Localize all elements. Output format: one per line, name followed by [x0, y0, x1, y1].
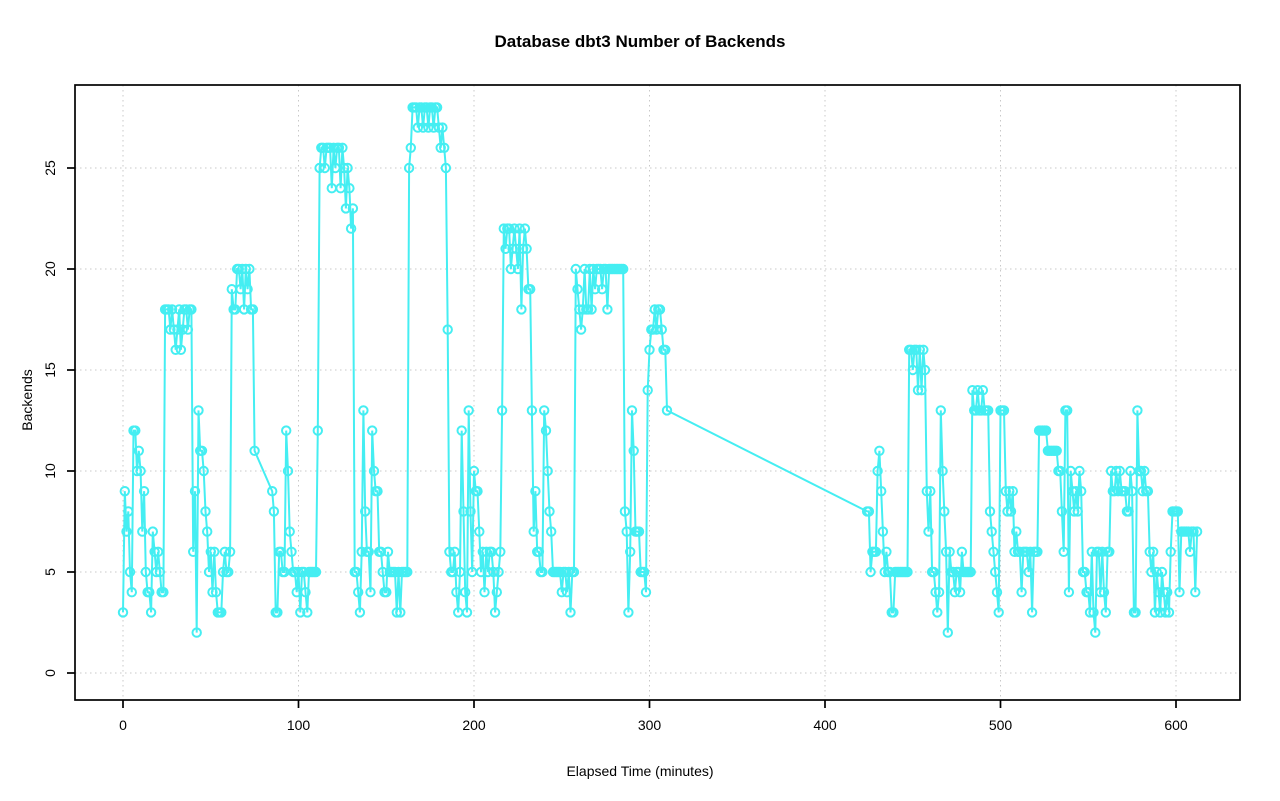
y-axis-title: Backends [19, 369, 35, 431]
plot-border [74, 84, 1241, 701]
svg-text:20: 20 [42, 261, 58, 277]
svg-text:0: 0 [119, 717, 127, 733]
svg-text:100: 100 [287, 717, 311, 733]
svg-text:5: 5 [42, 568, 58, 576]
axis-tick-labels: 0 100 200 300 400 500 600 0 5 10 15 20 25 [42, 160, 1188, 733]
svg-text:400: 400 [813, 717, 837, 733]
axis-ticks [67, 167, 1177, 708]
svg-text:600: 600 [1164, 717, 1188, 733]
svg-text:25: 25 [42, 160, 58, 176]
svg-text:10: 10 [42, 463, 58, 479]
data-points [117, 102, 1203, 638]
chart-title: Database dbt3 Number of Backends [494, 32, 786, 51]
svg-text:500: 500 [989, 717, 1013, 733]
svg-text:200: 200 [462, 717, 486, 733]
x-axis-title: Elapsed Time (minutes) [566, 763, 714, 779]
svg-text:300: 300 [638, 717, 662, 733]
svg-text:0: 0 [42, 669, 58, 677]
svg-text:15: 15 [42, 362, 58, 378]
gridlines [75, 85, 1240, 700]
